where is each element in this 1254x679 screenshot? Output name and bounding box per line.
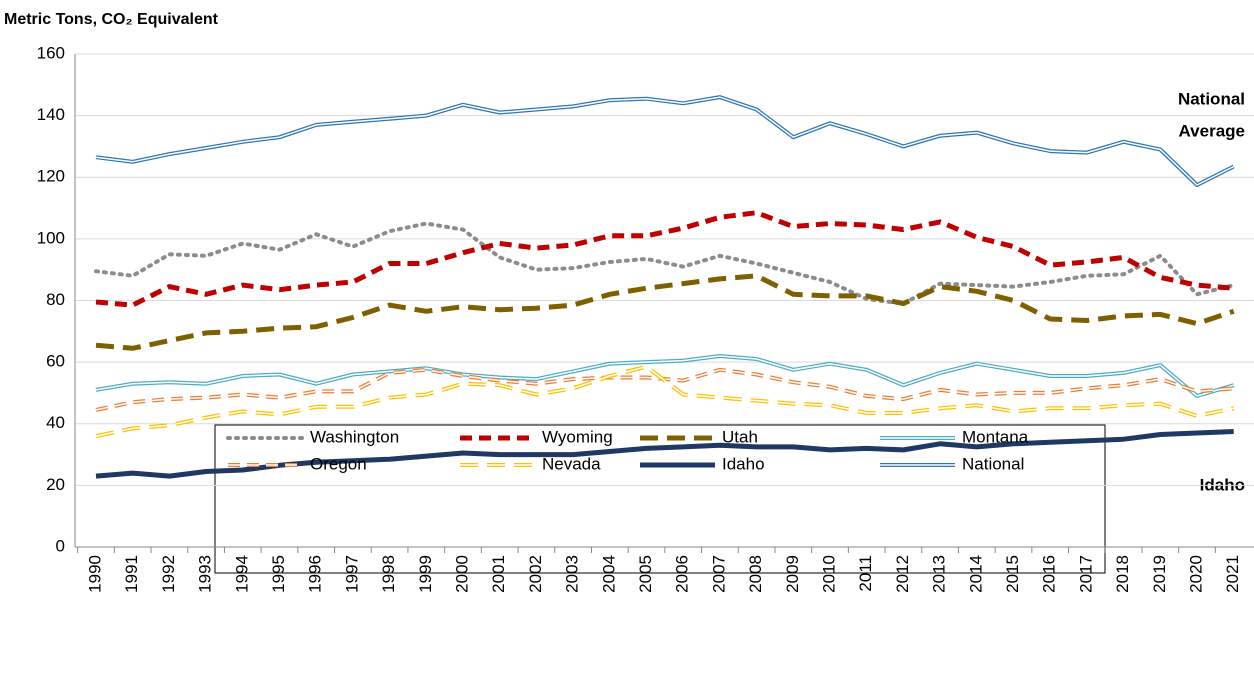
x-tick-label: 2014: [966, 555, 985, 593]
x-tick-label: 2005: [636, 555, 655, 593]
x-tick-label: 2006: [673, 555, 692, 593]
x-tick-label: 1996: [306, 555, 325, 593]
x-tick-label: 2019: [1150, 555, 1169, 593]
x-tick-label: 2009: [783, 555, 802, 593]
legend-label: Montana: [962, 427, 1029, 446]
x-tick-label: 1999: [416, 555, 435, 593]
legend-label: Nevada: [542, 454, 601, 473]
legend-box: [214, 424, 1106, 574]
y-tick-label: 0: [56, 536, 65, 555]
x-tick-label: 2011: [856, 555, 875, 592]
x-tick-label: 1993: [196, 555, 215, 593]
y-tick-label: 80: [46, 290, 65, 309]
series-line: [95, 273, 1235, 351]
x-tick-label: 1995: [269, 555, 288, 593]
y-tick-label: 40: [46, 413, 65, 432]
x-tick-label: 2004: [599, 555, 618, 593]
series-line: [95, 95, 1235, 187]
legend-label: Utah: [722, 427, 758, 446]
x-tick-label: 2012: [893, 555, 912, 593]
x-tick-label: 2010: [819, 555, 838, 593]
y-tick-label: 160: [37, 43, 65, 62]
x-tick-label: 2015: [1003, 555, 1022, 593]
legend-label: Wyoming: [542, 427, 613, 446]
x-tick-label: 2013: [930, 555, 949, 593]
x-tick-label: 2000: [452, 555, 471, 593]
series-line-inner: [95, 365, 1234, 437]
x-tick-label: 2017: [1076, 555, 1095, 593]
series-line: [95, 210, 1234, 308]
y-tick-label: 120: [37, 167, 65, 186]
x-tick-label: 2007: [709, 555, 728, 593]
series-line-inner: [95, 355, 1234, 397]
legend-label: Idaho: [722, 454, 765, 473]
x-tick-label: 1998: [379, 555, 398, 593]
axis-title: Metric Tons, CO₂ Equivalent: [4, 11, 219, 28]
legend-label: Oregon: [310, 454, 367, 473]
x-tick-label: 1991: [122, 555, 141, 593]
x-tick-label: 2002: [526, 555, 545, 593]
x-tick-label: 1992: [159, 555, 178, 593]
y-tick-label: 140: [37, 105, 65, 124]
x-tick-label: 1990: [85, 555, 104, 593]
legend-label: Washington: [310, 427, 399, 446]
x-tick-label: 1994: [232, 555, 251, 593]
x-tick-label: 2003: [563, 555, 582, 593]
y-tick-label: 100: [37, 228, 65, 247]
x-tick-label: 2020: [1186, 555, 1205, 593]
y-tick-label: 20: [46, 475, 65, 494]
x-tick-label: 1997: [342, 555, 361, 593]
x-tick-label: 2018: [1113, 555, 1132, 593]
x-tick-label: 2001: [489, 555, 508, 593]
legend-label: National: [962, 454, 1024, 473]
x-tick-label: 2008: [746, 555, 765, 593]
y-tick-label: 60: [46, 352, 65, 371]
series-line: [94, 221, 1236, 306]
annotation: Average: [1179, 121, 1245, 140]
series-line-inner: [95, 96, 1235, 186]
x-tick-label: 2016: [1040, 555, 1059, 593]
annotation: National: [1178, 89, 1245, 108]
x-tick-label: 2021: [1223, 555, 1242, 593]
